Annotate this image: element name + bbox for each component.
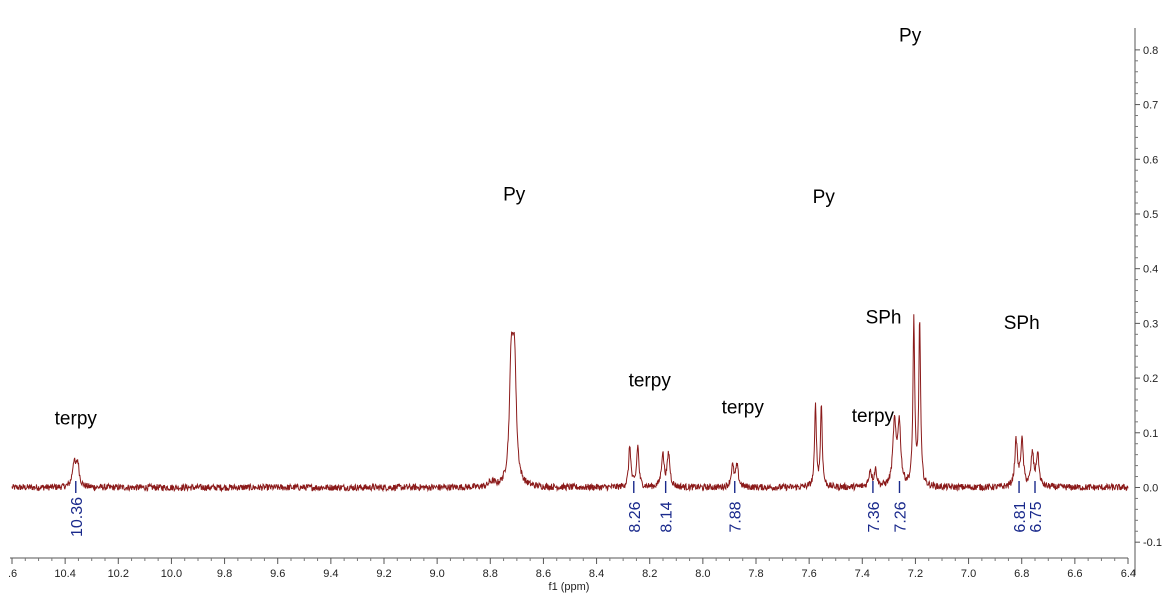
x-tick-label: 10.2	[108, 568, 129, 580]
y-tick-label: 0.7	[1143, 100, 1158, 112]
x-tick-label: .6	[8, 568, 17, 580]
peak-assignment-label: terpy	[722, 398, 765, 419]
y-tick-label: -0.1	[1143, 537, 1162, 549]
spectrum-line	[11, 314, 1129, 493]
x-axis-title: f1 (ppm)	[549, 581, 590, 593]
y-tick-label: 0.3	[1143, 318, 1158, 330]
x-tick-label: 10.4	[54, 568, 75, 580]
y-tick-label: 0.1	[1143, 428, 1158, 440]
chemical-shift-label: 10.36	[69, 497, 86, 537]
y-tick-label: 0.4	[1143, 264, 1158, 276]
x-tick-label: 8.8	[483, 568, 498, 580]
chemical-shift-label: 7.36	[866, 501, 883, 532]
x-tick-label: 6.6	[1067, 568, 1082, 580]
x-tick-label: 9.6	[270, 568, 285, 580]
y-tick-label: 0.6	[1143, 154, 1158, 166]
y-tick-label: 0.5	[1143, 209, 1158, 221]
peak-assignment-label: Py	[899, 26, 922, 47]
peak-assignment-label: Py	[813, 187, 836, 208]
peak-assignment-label: terpy	[629, 370, 672, 391]
peak-assignment-label: terpy	[55, 409, 98, 430]
x-tick-label: 8.4	[589, 568, 604, 580]
x-tick-label: 6.4	[1121, 568, 1136, 580]
y-tick-label: 0.0	[1143, 482, 1158, 494]
x-tick-label: 7.4	[855, 568, 870, 580]
x-tick-label: 7.8	[748, 568, 763, 580]
peak-annotations: terpy Py terpy terpy Py terpy SPh Py SPh	[55, 26, 1040, 430]
y-tick-label: 0.8	[1143, 45, 1158, 57]
x-tick-label: 8.6	[536, 568, 551, 580]
x-ticks: .6 10.4 10.2 10.0 9.8 9.6 9.4 9.2 9.0 8.8 8.6 8.4 8.…	[8, 558, 1136, 580]
chemical-shift-label: 8.14	[659, 501, 676, 532]
peak-assignment-label: Py	[503, 184, 526, 205]
x-tick-label: 9.0	[429, 568, 444, 580]
chemical-shift-label: 8.26	[627, 501, 644, 532]
peak-assignment-label: SPh	[1004, 313, 1040, 334]
y-ticks: 0.8 0.7 0.6 0.5 0.4 0.3 0.2 0.1 0.0 -0.1	[1135, 45, 1162, 549]
x-tick-label: 7.2	[908, 568, 923, 580]
peak-assignment-label: terpy	[852, 406, 895, 427]
chemical-shift-label: 7.88	[728, 501, 745, 532]
x-tick-label: 6.8	[1014, 568, 1029, 580]
x-tick-label: 8.2	[642, 568, 657, 580]
x-tick-label: 9.8	[217, 568, 232, 580]
integral-markers: 10.36 8.26 8.14 7.88 7.36 7.26 6.816.75	[69, 481, 1045, 537]
x-tick-label: 9.4	[323, 568, 338, 580]
x-axis: .6 10.4 10.2 10.0 9.8 9.6 9.4 9.2 9.0 8.8 8.6 8.4 8.…	[8, 557, 1136, 593]
x-tick-label: 10.0	[161, 568, 182, 580]
x-tick-label: 8.0	[695, 568, 710, 580]
x-tick-label: 7.6	[801, 568, 816, 580]
peak-assignment-label: SPh	[866, 307, 902, 328]
chemical-shift-label: 6.81	[1012, 501, 1029, 532]
x-tick-label: 9.2	[376, 568, 391, 580]
y-tick-label: 0.2	[1143, 373, 1158, 385]
chemical-shift-label: 6.75	[1028, 501, 1045, 532]
chemical-shift-label: 7.26	[892, 501, 909, 532]
y-axis: 0.8 0.7 0.6 0.5 0.4 0.3 0.2 0.1 0.0 -0.1	[1134, 28, 1162, 575]
x-tick-label: 7.0	[961, 568, 976, 580]
